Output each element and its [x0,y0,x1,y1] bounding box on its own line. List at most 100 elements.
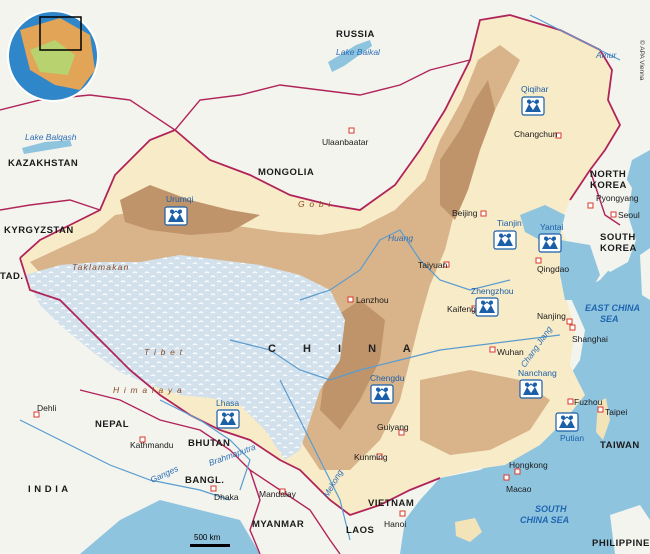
sos-yantai: Yantai [538,222,564,253]
hainan-island [455,518,482,542]
sos-chengdu: Chengdu [370,373,405,404]
sos-nanchang: Nanchang [518,368,557,399]
terrain-tibet: T i b e t [144,347,183,357]
huang-river [299,229,511,301]
svg-text:Mandalay: Mandalay [259,489,297,499]
country-bangl: BANGL. [185,475,224,486]
sos-zhengzhou: Zhengzhou [471,286,514,317]
city-macao: Macao [503,474,532,494]
china-hills-south [420,370,550,455]
city-shanghai: Shanghai [569,324,608,344]
svg-text:Yantai: Yantai [540,222,564,232]
tibet-plateau [25,255,345,460]
country-north-korea-line2: KOREA [590,180,627,191]
mekong-river [279,379,351,541]
kyrgyzstan-border [0,199,101,211]
ganges-river [19,419,231,501]
country-nepal: NEPAL [95,419,129,430]
svg-text:Kathmandu: Kathmandu [130,440,174,450]
sos-tianjin: Tianjin [493,218,522,250]
svg-text:Beijing: Beijing [452,208,478,218]
svg-text:Dehli: Dehli [37,403,56,413]
svg-text:Nanjing: Nanjing [537,311,566,321]
sos-qiqihar: Qiqihar [521,84,549,116]
country-laos: LAOS [346,525,374,536]
sos-urumqi: Urumqi [164,194,194,226]
credit-text: © APA Vienna [638,40,646,81]
city-kaifeng: Kaifeng [447,304,478,314]
china-south-border [19,257,441,517]
svg-text:Nanchang: Nanchang [518,368,557,378]
country-taiwan: TAIWAN [600,440,640,451]
city-dhaka: Dhaka [210,485,239,502]
city-qingdao: Qingdao [535,257,569,274]
korea-border [589,169,621,226]
city-lanzhou: Lanzhou [347,295,389,305]
svg-text:Lhasa: Lhasa [216,398,239,408]
sea-east-china-line1: EAST CHINA [585,303,640,313]
city-mandalay: Mandalay [259,488,297,499]
scale-label: 500 km [194,533,221,542]
yellow-sea [560,240,600,300]
city-wuhan: Wuhan [489,346,524,357]
city-taiyuan: Taiyuan [418,260,450,270]
svg-text:Macao: Macao [506,484,532,494]
svg-text:Zhengzhou: Zhengzhou [471,286,514,296]
sea-south-china-line1: SOUTH [535,504,567,514]
terrain-himalaya: H i m a l a y a [113,385,183,395]
brahmaputra-river [159,399,251,491]
terrain-taklamakan: Taklamakan [72,262,130,272]
globe-highlight-box [39,16,82,51]
svg-text:Kunming: Kunming [354,452,388,462]
svg-text:Ulaanbaatar: Ulaanbaatar [322,137,368,147]
city-pyongyang: Pyongyang [587,193,639,209]
svg-text:Taipei: Taipei [605,407,627,417]
svg-text:Seoul: Seoul [618,210,640,220]
city-changchun: Changchun [514,129,562,139]
country-kyrgyzstan: KYRGYZSTAN [4,225,74,236]
city-seoul: Seoul [610,210,640,220]
svg-text:Wuhan: Wuhan [497,347,524,357]
country-russia: RUSSIA [336,29,375,40]
country-south-korea-line1: SOUTH [600,232,636,243]
kazakhstan-russia-border [0,94,176,131]
country-north-korea-line1: NORTH [590,169,626,180]
svg-text:Hanoi: Hanoi [384,519,406,529]
city-ulaanbaatar: Ulaanbaatar [322,127,368,147]
terrain-gobi: G o b i [298,199,331,209]
korean-peninsula [588,165,636,272]
city-beijing: Beijing [452,208,487,218]
city-fuzhou: Fuzhou [567,397,603,407]
svg-text:Urumqi: Urumqi [166,194,194,204]
city-guiyang: Guiyang [377,422,409,436]
country-philippines: PHILIPPINES [592,538,650,549]
city-kathmandu: Kathmandu [130,436,174,450]
city-nanjing: Nanjing [537,311,573,325]
svg-text:Guiyang: Guiyang [377,422,409,432]
globe-inset [7,10,99,102]
sea-east-china-line2: SEA [600,314,619,324]
lake-balqash-shape [22,140,72,154]
myanmar-border [249,469,341,554]
chang-jiang-river [229,334,561,381]
svg-text:Shanghai: Shanghai [572,334,608,344]
china-hills [30,45,520,470]
svg-text:Qingdao: Qingdao [537,264,569,274]
lake-baikal-shape [328,40,372,72]
japan-fragment [640,248,650,300]
bohai-sea [520,205,565,240]
china-mountains-east [440,80,495,220]
city-hanoi: Hanoi [384,510,406,529]
country-vietnam: VIETNAM [368,498,414,509]
city-hongkong: Hongkong [509,460,548,475]
water-lake-baikal: Lake Baikal [336,47,381,57]
svg-text:Chengdu: Chengdu [370,373,405,383]
country-south-korea-line2: KOREA [600,243,637,254]
sea-south-china-line2: CHINA SEA [520,515,569,525]
india-nepal-border [79,389,261,554]
svg-text:Kaifeng: Kaifeng [447,304,476,314]
country-tad: TAD. [0,271,23,282]
china-border [19,14,622,259]
